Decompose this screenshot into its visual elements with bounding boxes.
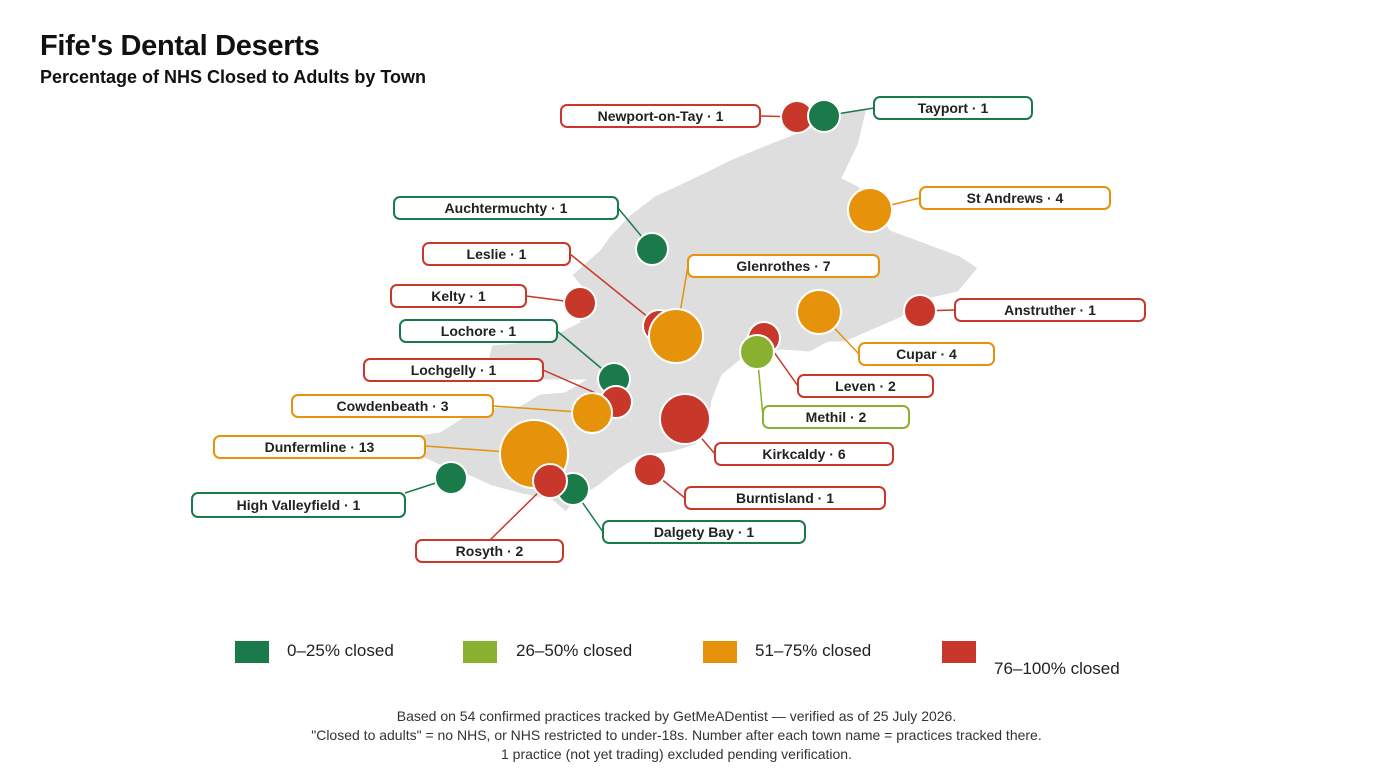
town-label-text: High Valleyfield · 1 [237, 497, 361, 513]
town-label-auchtermuchty: Auchtermuchty · 1 [393, 196, 619, 220]
town-label-text: Newport-on-Tay · 1 [598, 108, 724, 124]
town-label-box [560, 104, 761, 128]
town-label-text: St Andrews · 4 [967, 190, 1064, 206]
town-label-leslie: Leslie · 1 [422, 242, 571, 266]
legend-label-51-75-closed: 51–75% closed [755, 641, 872, 660]
town-label-box [954, 298, 1146, 322]
town-label-box [687, 254, 880, 278]
page-title: Fife's Dental Deserts [40, 30, 320, 62]
town-label-dunfermline: Dunfermline · 13 [213, 435, 426, 459]
town-label-text: Lochore · 1 [441, 323, 517, 339]
town-marker-burntisland [633, 453, 667, 487]
town-label-text: Cowdenbeath · 3 [336, 398, 448, 414]
town-label-box [363, 358, 544, 382]
town-marker-tayport [807, 99, 841, 133]
legend-label-76-100-closed: 76–100% closed [994, 659, 1120, 678]
town-label-text: Lochgelly · 1 [411, 362, 497, 378]
town-marker-anstruther [903, 294, 937, 328]
town-label-text: Burntisland · 1 [736, 490, 834, 506]
town-label-methil: Methil · 2 [762, 405, 910, 429]
legend-swatch-76-100-closed [942, 641, 976, 663]
town-label-text: Anstruther · 1 [1004, 302, 1096, 318]
town-marker-rosyth [532, 463, 568, 499]
town-label-box [422, 242, 571, 266]
town-label-box [415, 539, 564, 563]
town-label-box [684, 486, 886, 510]
town-label-text: Dunfermline · 13 [265, 439, 375, 455]
town-marker-glenrothes [648, 308, 704, 364]
town-label-text: Auchtermuchty · 1 [445, 200, 568, 216]
town-label-text: Leven · 2 [835, 378, 896, 394]
legend-swatch-26-50-closed [463, 641, 497, 663]
town-marker-cupar [796, 289, 842, 335]
town-marker-cowdenbeath [571, 392, 613, 434]
town-label-newport-on-tay: Newport-on-Tay · 1 [560, 104, 761, 128]
town-label-glenrothes: Glenrothes · 7 [687, 254, 880, 278]
town-marker-kirkcaldy [659, 393, 711, 445]
footnote-line-1: Based on 54 confirmed practices tracked … [396, 708, 957, 724]
town-label-box [191, 492, 406, 518]
legend-swatch-51-75-closed [703, 641, 737, 663]
town-label-cowdenbeath: Cowdenbeath · 3 [291, 394, 494, 418]
town-label-rosyth: Rosyth · 2 [415, 539, 564, 563]
legend-label-26-50-closed: 26–50% closed [516, 641, 633, 660]
town-label-burntisland: Burntisland · 1 [684, 486, 886, 510]
town-label-box [873, 96, 1033, 120]
town-label-box [291, 394, 494, 418]
town-label-kelty: Kelty · 1 [390, 284, 527, 308]
town-label-box [762, 405, 910, 429]
town-label-box [602, 520, 806, 544]
town-label-text: Leslie · 1 [467, 246, 527, 262]
town-label-text: Methil · 2 [806, 409, 867, 425]
town-label-text: Kelty · 1 [431, 288, 486, 304]
footnote-line-2: "Closed to adults" = no NHS, or NHS rest… [311, 727, 1042, 743]
town-label-text: Glenrothes · 7 [736, 258, 830, 274]
town-label-box [393, 196, 619, 220]
town-label-text: Kirkcaldy · 6 [762, 446, 845, 462]
town-label-anstruther: Anstruther · 1 [954, 298, 1146, 322]
town-label-lochore: Lochore · 1 [399, 319, 558, 343]
town-label-high-valleyfield: High Valleyfield · 1 [191, 492, 406, 518]
town-label-box [919, 186, 1111, 210]
town-marker-st-andrews [847, 187, 893, 233]
town-label-box [797, 374, 934, 398]
town-marker-high-valleyfield [434, 461, 468, 495]
town-label-leven: Leven · 2 [797, 374, 934, 398]
town-label-text: Dalgety Bay · 1 [654, 524, 755, 540]
town-label-lochgelly: Lochgelly · 1 [363, 358, 544, 382]
town-label-cupar: Cupar · 4 [858, 342, 995, 366]
town-label-st-andrews: St Andrews · 4 [919, 186, 1111, 210]
town-marker-auchtermuchty [635, 232, 669, 266]
town-label-kirkcaldy: Kirkcaldy · 6 [714, 442, 894, 466]
page-subtitle: Percentage of NHS Closed to Adults by To… [40, 67, 427, 87]
town-label-box [858, 342, 995, 366]
footnote-line-3: 1 practice (not yet trading) excluded pe… [501, 746, 852, 762]
town-label-text: Cupar · 4 [896, 346, 957, 362]
town-label-box [399, 319, 558, 343]
town-label-dalgety-bay: Dalgety Bay · 1 [602, 520, 806, 544]
connector-leslie [569, 253, 660, 327]
legend-label-0-25-closed: 0–25% closed [287, 641, 394, 660]
town-label-box [714, 442, 894, 466]
town-label-tayport: Tayport · 1 [873, 96, 1033, 120]
town-label-text: Rosyth · 2 [456, 543, 524, 559]
town-label-box [213, 435, 426, 459]
legend-swatch-0-25-closed [235, 641, 269, 663]
town-marker-methil [739, 334, 775, 370]
town-label-box [390, 284, 527, 308]
town-marker-kelty [563, 286, 597, 320]
town-label-text: Tayport · 1 [918, 100, 989, 116]
